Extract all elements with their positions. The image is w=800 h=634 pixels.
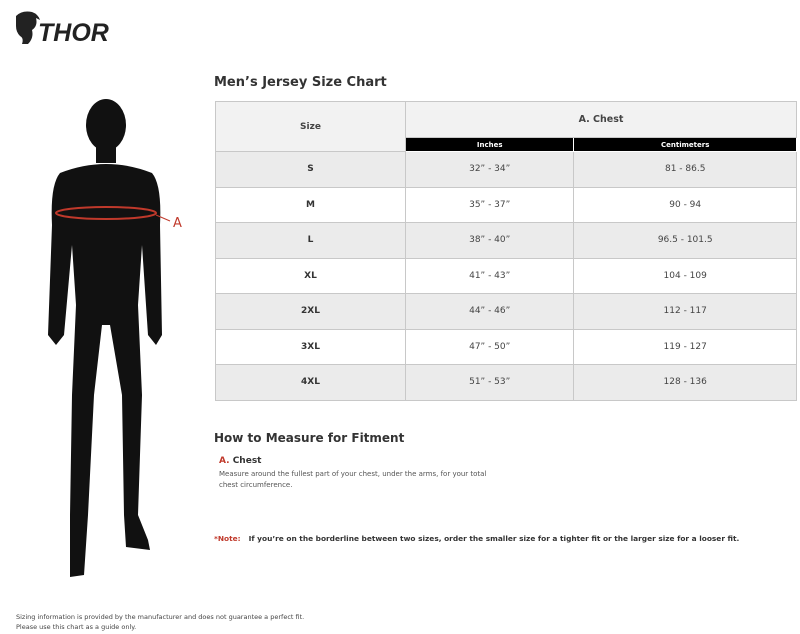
centimeters-cell: 81 - 86.5	[573, 151, 797, 188]
table-row: 4XL 51” - 53” 128 - 136	[215, 364, 797, 401]
measure-title: How to Measure for Fitment	[214, 431, 405, 445]
marker-label: A	[173, 216, 182, 231]
centimeters-cell: 128 - 136	[573, 364, 797, 401]
inches-cell: 32” - 34”	[404, 151, 575, 188]
centimeters-cell: 90 - 94	[573, 186, 797, 223]
size-header: Size	[215, 101, 406, 152]
chest-header: A. Chest	[405, 101, 797, 138]
inches-cell: 47” - 50”	[404, 328, 575, 365]
sizing-note: *Note: If you’re on the borderline betwee…	[214, 534, 739, 543]
centimeters-header: Centimeters	[573, 137, 797, 152]
page-title: Men’s Jersey Size Chart	[214, 75, 387, 90]
inches-cell: 44” - 46”	[404, 293, 575, 330]
centimeters-cell: 119 - 127	[573, 328, 797, 365]
item-name: Chest	[232, 456, 262, 466]
size-cell: 3XL	[215, 328, 406, 365]
footer-disclaimer: Sizing information is provided by the ma…	[16, 612, 304, 632]
size-cell: 2XL	[215, 293, 406, 330]
size-cell: S	[215, 151, 406, 188]
size-cell: M	[215, 186, 406, 223]
note-label: *Note:	[214, 534, 241, 543]
note-text: If you’re on the borderline between two …	[248, 534, 740, 543]
inches-cell: 51” - 53”	[404, 364, 575, 401]
measure-item-description: Measure around the fullest part of your …	[219, 470, 487, 489]
inches-header: Inches	[404, 137, 575, 152]
footer-line: Sizing information is provided by the ma…	[16, 613, 305, 621]
table-row: L 38” - 40” 96.5 - 101.5	[215, 222, 797, 259]
svg-text:THOR: THOR	[38, 19, 109, 47]
table-row: 2XL 44” - 46” 112 - 117	[215, 293, 797, 330]
measure-item-title: A. Chest	[219, 456, 261, 466]
footer-line: Please use this chart as a guide only.	[16, 623, 137, 631]
item-letter: A.	[219, 456, 230, 466]
centimeters-cell: 112 - 117	[573, 293, 797, 330]
table-row: M 35” - 37” 90 - 94	[215, 186, 797, 223]
table-row: XL 41” - 43” 104 - 109	[215, 257, 797, 294]
inches-cell: 38” - 40”	[404, 222, 575, 259]
body-silhouette: A	[48, 99, 182, 577]
table-row: S 32” - 34” 81 - 86.5	[215, 151, 797, 188]
size-cell: 4XL	[215, 364, 406, 401]
centimeters-cell: 104 - 109	[573, 257, 797, 294]
inches-cell: 35” - 37”	[404, 186, 575, 223]
thor-logo: THOR	[16, 11, 109, 47]
inches-cell: 41” - 43”	[404, 257, 575, 294]
size-cell: XL	[215, 257, 406, 294]
size-chart-table: Size A. Chest Inches Centimeters S 32” - …	[215, 101, 797, 401]
size-cell: L	[215, 222, 406, 259]
table-row: 3XL 47” - 50” 119 - 127	[215, 328, 797, 365]
centimeters-cell: 96.5 - 101.5	[573, 222, 797, 259]
